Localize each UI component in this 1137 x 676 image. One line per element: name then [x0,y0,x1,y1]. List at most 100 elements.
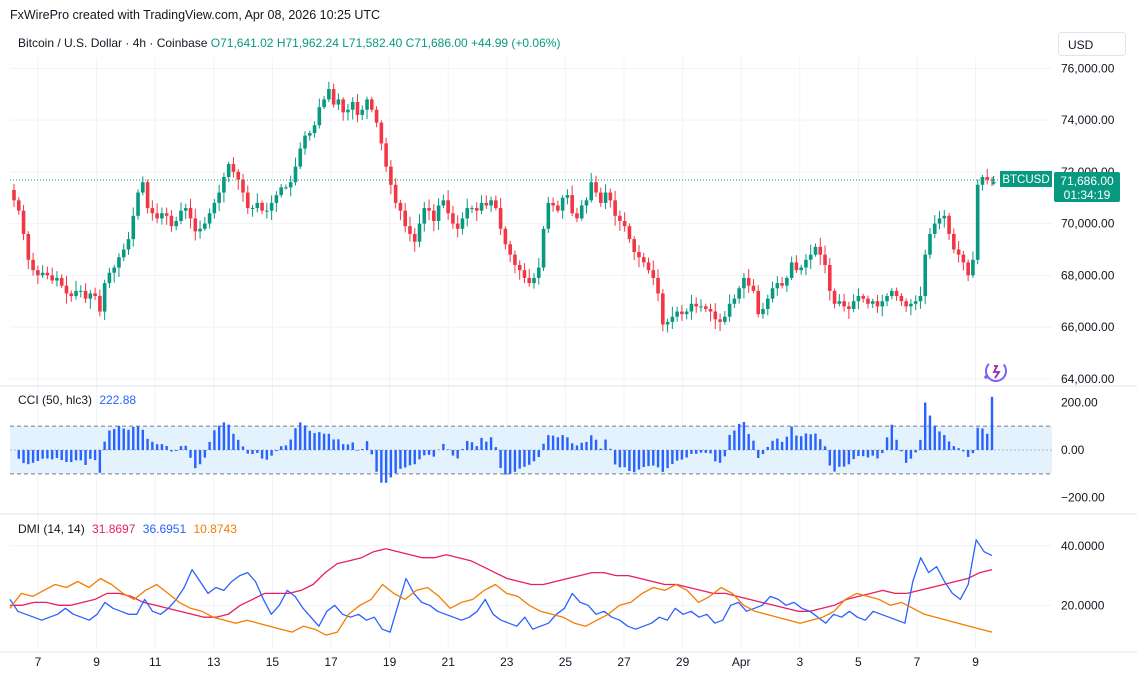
time-tick-label: 9 [93,655,100,669]
candle-body [713,311,718,320]
candle-body [131,215,136,240]
dmi-tick-label: 40.0000 [1061,539,1105,553]
candle-body [579,205,584,219]
candle-body [756,290,761,315]
time-tick-label: 15 [266,655,280,669]
time-tick-label: 19 [383,655,397,669]
candle-body [403,210,407,227]
candle-body [479,202,484,211]
candle-body [102,283,107,312]
cci-label[interactable]: CCI (50, hlc3) [18,393,93,407]
candle-body [331,89,336,105]
candle-body [179,210,183,221]
candle-body [560,197,565,211]
candle-body [794,262,799,271]
candle-body [718,319,722,322]
candle-body [193,218,198,232]
candle-body [474,208,479,211]
candle-body [389,166,393,185]
candle-body [565,195,570,198]
time-tick-label: 5 [855,655,862,669]
candle-body [942,215,947,219]
candle-body [350,101,355,110]
candle-body [164,213,169,216]
candle-body [780,283,784,286]
symbol-label[interactable]: Bitcoin / U.S. Dollar · 4h · Coinbase [18,36,208,50]
candle-body [870,301,875,304]
candle-body [355,101,360,115]
candle-body [422,208,427,224]
candle-body [69,293,74,297]
candle-body [298,148,303,167]
candle-body [393,184,398,203]
dmi-label[interactable]: DMI (14, 14) [18,522,85,536]
grid-lines [10,58,1052,650]
candle-body [584,200,589,206]
candle-body [603,192,608,203]
candle-body [327,89,331,100]
dmi-minus-value: 36.6951 [142,522,187,536]
candle-body [980,177,985,185]
candle-body [250,208,255,210]
time-tick-label: 25 [559,655,573,669]
tv-logo-icon[interactable] [982,357,1010,385]
candle-body [427,208,431,211]
price-tick-label: 68,000.00 [1061,268,1115,282]
cci-tick-label: −200.00 [1061,491,1105,505]
candle-body [684,311,689,315]
price-tag-symbol: BTCUSD [1002,174,1049,186]
candle-body [541,228,546,268]
currency-button[interactable]: USD [1058,32,1126,56]
candle-body [346,109,350,113]
candle-body [575,213,579,219]
time-axis[interactable]: 7 9 11 13 15 17 19 21 23 25 27 29 Apr 3 5 7 9 [35,655,980,669]
adx-value: 10.8743 [193,522,237,536]
candle-body [217,192,221,203]
time-tick-label: 7 [914,655,921,669]
candle-body [971,259,975,276]
candle-body [222,177,226,193]
candle-body [665,321,670,325]
candle-body [74,290,78,297]
time-tick-label: 9 [972,655,979,669]
candle-body [55,277,59,281]
candle-body [952,233,956,250]
candle-body [98,296,102,312]
candle-body [851,301,856,309]
adx-line [9,577,993,636]
candle-body [670,316,675,322]
price-tag-price: 71,686.00 [1060,174,1114,188]
price-tick-label: 70,000.00 [1061,217,1115,231]
alert-arrow-icon[interactable] [991,175,996,186]
candle-body [775,283,780,289]
candle-body [613,200,617,216]
candle-body [513,254,517,265]
candle-body [370,99,374,110]
candle-body [856,296,861,302]
candle-body [703,306,708,309]
candle-body [169,215,174,227]
candle-body [885,296,889,302]
candle-body [384,143,388,167]
candle-body [112,267,116,273]
price-axis[interactable]: 76,000.0074,000.0072,000.0070,000.0068,0… [1061,61,1115,385]
candle-body [641,257,646,263]
candle-body [117,257,121,268]
candle-body [880,301,885,307]
candle-body [489,200,493,206]
candle-body [288,182,293,188]
candle-body [470,208,474,210]
candle-body [303,135,307,149]
candle-body [245,192,250,209]
candle-body [789,262,794,278]
candle-body [847,306,851,309]
candle-body [307,133,312,136]
candle-body [207,213,212,224]
candle-body [417,223,422,242]
candle-body [770,288,775,299]
candle-body [818,246,823,255]
time-tick-label: 27 [617,655,631,669]
candle-body [699,306,703,308]
candle-body [398,202,403,211]
